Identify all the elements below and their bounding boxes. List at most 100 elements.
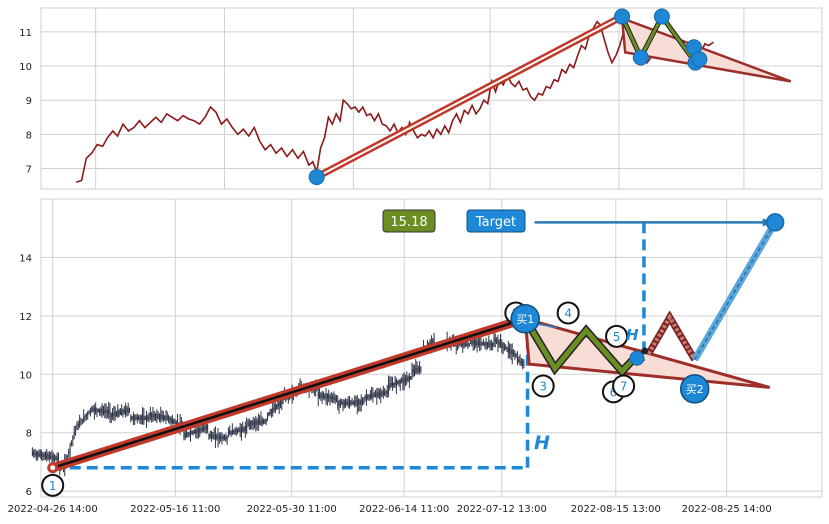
candle-body-3-10 (89, 408, 91, 413)
candle-body-16-7 (326, 394, 328, 399)
candle-body-0-7 (41, 453, 43, 457)
candle-body-11-1 (229, 430, 231, 435)
candle-body-0-15 (51, 454, 53, 460)
candle-body-23-14 (488, 341, 490, 347)
candle-body-6-5 (136, 416, 138, 420)
candle-body-8-5 (175, 421, 177, 425)
top-ytick-9: 9 (26, 96, 32, 107)
candle-body-23-15 (489, 342, 491, 347)
candle-body-24-15 (513, 352, 515, 356)
candle-body-6-8 (140, 416, 142, 420)
candle-body-16-5 (324, 394, 326, 398)
candle-body-5-11 (125, 408, 127, 414)
candle-body-6-4 (135, 416, 137, 420)
candle-body-16-9 (329, 395, 331, 400)
bottom-xtick-2: 2022-05-30 11:00 (247, 504, 337, 515)
candle-body-9-4 (188, 432, 190, 435)
candle-body-6-14 (148, 416, 150, 420)
candle-body-24-2 (496, 340, 498, 343)
candle-body-0-10 (44, 453, 46, 459)
candle-body-12-11 (261, 420, 263, 424)
candle-body-2-3 (69, 445, 71, 450)
candle-body-7-7 (158, 415, 160, 418)
candle-body-17-15 (356, 399, 358, 406)
candle-body-24-12 (509, 348, 511, 354)
candle-body-9-13 (200, 428, 202, 432)
candle-body-10-8 (218, 435, 220, 439)
bottom-ytick-6: 6 (26, 487, 32, 498)
top-pivot-marker-2 (632, 49, 649, 66)
candle-body-19-4 (393, 382, 395, 386)
candle-body-8-0 (169, 418, 171, 422)
candle-body-0-12 (47, 454, 49, 459)
candle-body-7-6 (157, 414, 159, 419)
candle-body-23-17 (492, 343, 494, 347)
candle-body-6-0 (130, 416, 132, 420)
candle-body-24-17 (515, 354, 517, 358)
candle-body-17-4 (342, 401, 344, 406)
candle-body-2-7 (75, 426, 77, 431)
pivot-label-4: 4 (564, 306, 572, 320)
candle-body-18-12 (380, 391, 382, 397)
candle-body-12-8 (257, 420, 259, 425)
candle-body-24-5 (499, 341, 501, 347)
candle-body-18-6 (372, 393, 374, 398)
candle-body-7-10 (162, 414, 164, 420)
candle-body-12-10 (260, 419, 262, 425)
candle-body-19-9 (399, 379, 401, 384)
candle-body-2-4 (70, 441, 72, 445)
candle-body-21-7 (430, 340, 432, 346)
candle-body-12-1 (248, 421, 250, 427)
candle-body-23-12 (485, 342, 487, 347)
candle-body-6-9 (142, 415, 144, 421)
candle-body-7-13 (166, 415, 168, 420)
candle-body-23-3 (473, 340, 475, 345)
candle-body-17-11 (351, 401, 353, 405)
candle-body-12-0 (247, 422, 249, 426)
candle-body-11-2 (230, 430, 232, 434)
candle-body-24-6 (501, 342, 503, 348)
candle-body-5-5 (117, 410, 119, 416)
candle-body-4-12 (106, 409, 108, 414)
candle-body-16-8 (328, 395, 330, 399)
candle-body-9-3 (187, 432, 189, 436)
candle-body-13-3 (270, 409, 272, 414)
candle-body-11-7 (237, 429, 239, 432)
candle-body-16-12 (333, 396, 335, 400)
candle-body-10-14 (226, 436, 228, 440)
candle-body-8-2 (171, 418, 173, 424)
candle-body-24-1 (494, 338, 496, 343)
bottom-xtick-3: 2022-06-14 11:00 (359, 504, 449, 515)
candle-body-9-10 (196, 429, 198, 433)
candle-body-16-13 (334, 396, 336, 401)
candle-body-5-2 (113, 412, 115, 417)
candle-body-5-4 (115, 412, 117, 415)
start-point-marker (47, 462, 59, 474)
candle-body-19-10 (401, 379, 403, 383)
candle-body-11-8 (238, 429, 240, 432)
candle-body-5-14 (129, 408, 131, 411)
candle-body-18-14 (382, 391, 384, 395)
candle-body-19-17 (410, 376, 412, 379)
candle-body-12-2 (250, 422, 252, 426)
candle-body-10-0 (208, 434, 210, 438)
candle-body-19-3 (391, 382, 393, 387)
candle-body-24-14 (511, 350, 513, 356)
candle-body-23-16 (490, 343, 492, 347)
candle-body-19-6 (395, 380, 397, 386)
candle-body-0-11 (46, 453, 48, 459)
bottom-ytick-10: 10 (19, 370, 32, 381)
candle-body-23-10 (483, 342, 485, 345)
candle-body-0-16 (52, 455, 54, 460)
candle-body-4-3 (95, 407, 97, 413)
candle-body-4-8 (101, 408, 103, 414)
candle-body-0-19 (56, 456, 58, 461)
candle-body-7-12 (165, 415, 167, 420)
candle-body-5-1 (112, 412, 114, 417)
bottom-xtick-4: 2022-07-12 13:00 (457, 504, 547, 515)
candle-body-17-6 (345, 401, 347, 405)
candle-body-11-3 (231, 429, 233, 435)
candle-body-11-5 (234, 428, 236, 434)
